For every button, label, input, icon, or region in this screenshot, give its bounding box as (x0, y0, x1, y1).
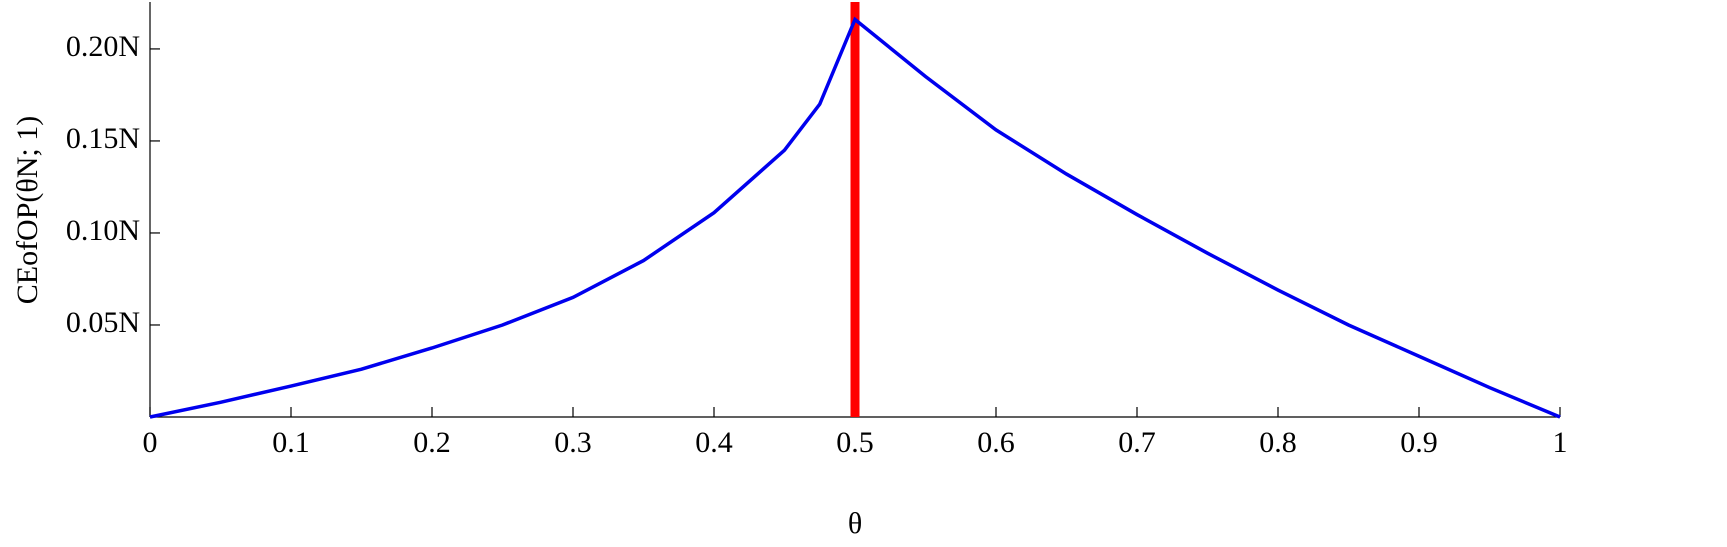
x-tick-label: 1 (1553, 426, 1568, 459)
x-tick-label: 0.8 (1259, 426, 1297, 459)
x-tick-label: 0.3 (554, 426, 592, 459)
x-tick-label: 0.5 (836, 426, 874, 459)
x-tick-label: 0.9 (1400, 426, 1438, 459)
x-tick-label: 0.2 (413, 426, 451, 459)
y-tick-label: 0.10N (66, 214, 140, 247)
y-tick-label: 0.05N (66, 306, 140, 339)
x-axis-label: θ (848, 507, 862, 540)
x-tick-label: 0.4 (695, 426, 733, 459)
data-line (149, 16, 1561, 419)
x-tick-label: 0.1 (272, 426, 310, 459)
y-tick-label: 0.15N (66, 122, 140, 155)
x-tick-label: 0 (143, 426, 158, 459)
y-tick-label: 0.20N (66, 30, 140, 63)
x-tick-label: 0.6 (977, 426, 1015, 459)
x-tick-label: 0.7 (1118, 426, 1156, 459)
y-axis-label: CEofOP(θN; 1) (11, 116, 44, 305)
